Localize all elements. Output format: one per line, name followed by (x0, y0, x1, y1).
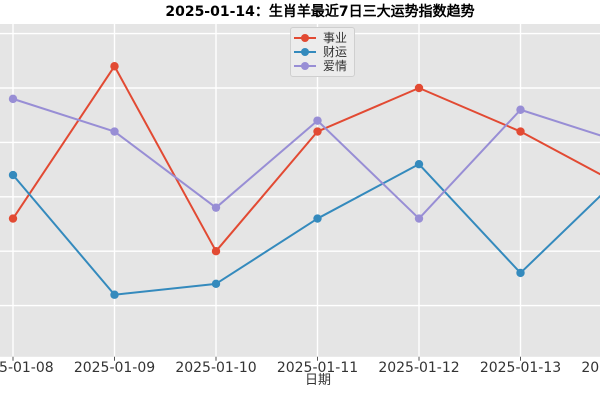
x-tick-label: 2025-01-13 (480, 360, 561, 376)
data-point-marker-0 (313, 127, 322, 136)
data-point-marker-0 (516, 127, 525, 136)
legend-label: 爱情 (323, 59, 348, 73)
data-point-marker-0 (8, 214, 18, 223)
legend-line-sample-icon (294, 62, 316, 70)
data-point-marker-2 (110, 127, 119, 136)
legend-line-sample-icon (294, 34, 316, 42)
data-point-marker-1 (110, 290, 119, 299)
data-point-marker-2 (211, 203, 221, 212)
data-point-marker-0 (414, 83, 424, 93)
data-point-marker-1 (516, 268, 525, 278)
x-tick-label: 2025-01-08 (0, 360, 54, 376)
x-tick-label: 2025-01-09 (74, 360, 155, 376)
data-point-marker-2 (414, 214, 424, 223)
data-point-marker-2 (516, 105, 525, 114)
legend-marker-dot-icon (301, 34, 309, 42)
x-tick-label: 2025-01-12 (378, 360, 459, 376)
data-point-marker-2 (313, 116, 322, 125)
legend: 事业 财运 爱情 (290, 27, 356, 77)
data-point-marker-2 (8, 94, 18, 104)
plot-background (0, 24, 600, 357)
legend-item-0: 事业 (294, 31, 347, 45)
legend-label: 财运 (323, 45, 348, 59)
x-axis-label: 日期 (304, 373, 331, 388)
data-point-marker-1 (414, 159, 424, 169)
x-tick-label: 2025-01-10 (175, 360, 256, 376)
legend-marker-dot-icon (301, 48, 309, 56)
legend-marker-dot-icon (301, 62, 309, 70)
x-tick-label: 2025-01-11 (277, 360, 358, 376)
data-point-marker-1 (313, 214, 322, 223)
x-tick-label: 2025-01-14 (581, 360, 600, 376)
chart-title: 2025-01-14：生肖羊最近7日三大运势指数趋势 (165, 4, 475, 20)
data-point-marker-1 (211, 279, 221, 289)
data-point-marker-0 (110, 62, 119, 71)
legend-line-sample-icon (294, 48, 316, 56)
legend-label: 事业 (323, 31, 348, 45)
legend-item-2: 爱情 (294, 59, 347, 73)
data-point-marker-1 (8, 170, 18, 180)
data-point-marker-0 (211, 247, 221, 256)
legend-item-1: 财运 (294, 45, 347, 59)
